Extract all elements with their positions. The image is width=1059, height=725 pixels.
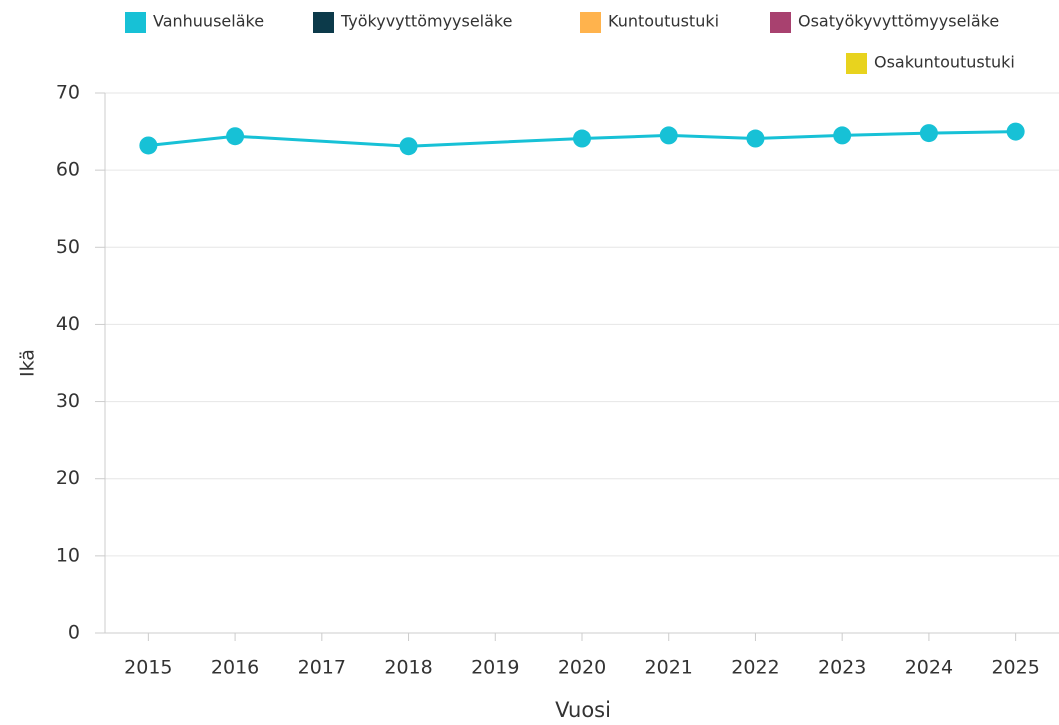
point: [1006, 122, 1025, 141]
point: [746, 129, 765, 148]
legend-swatch[interactable]: [580, 12, 601, 33]
point: [139, 136, 158, 155]
legend-swatch[interactable]: [846, 53, 867, 74]
legend-label[interactable]: Osatyökyvyttömyyseläke: [798, 12, 999, 31]
legend-label[interactable]: Kuntoutustuki: [608, 12, 719, 31]
x-tick-label: 2022: [731, 657, 779, 679]
x-tick-label: 2017: [298, 657, 346, 679]
y-tick-label: 20: [56, 467, 80, 489]
y-tick-label: 70: [56, 82, 80, 104]
x-tick-label: 2015: [124, 657, 172, 679]
legend-swatch[interactable]: [313, 12, 334, 33]
x-axis-label: Vuosi: [555, 698, 611, 722]
x-tick-label: 2024: [905, 657, 953, 679]
y-tick-label: 50: [56, 236, 80, 258]
legend-label[interactable]: Työkyvyttömyyseläke: [340, 12, 512, 31]
legend-swatch[interactable]: [770, 12, 791, 33]
point: [399, 137, 418, 156]
x-tick-label: 2019: [471, 657, 519, 679]
legend-label[interactable]: Osakuntoutustuki: [874, 53, 1015, 72]
y-tick-label: 10: [56, 544, 80, 566]
point: [919, 124, 938, 143]
x-tick-label: 2025: [991, 657, 1039, 679]
y-tick-label: 60: [56, 159, 80, 181]
point: [659, 126, 678, 145]
point: [573, 129, 591, 148]
y-axis-label: Ikä: [17, 349, 39, 377]
point: [833, 126, 852, 145]
x-tick-label: 2023: [818, 657, 866, 679]
point: [226, 127, 245, 146]
y-tick-label: 40: [56, 313, 80, 335]
x-tick-label: 2020: [558, 657, 606, 679]
legend-swatch[interactable]: [125, 12, 146, 33]
legend-label[interactable]: Vanhuuseläke: [153, 12, 264, 31]
x-tick-label: 2016: [211, 657, 259, 679]
y-tick-label: 30: [56, 390, 80, 412]
y-tick-label: 0: [68, 622, 80, 644]
x-tick-label: 2021: [645, 657, 693, 679]
x-tick-label: 2018: [384, 657, 432, 679]
